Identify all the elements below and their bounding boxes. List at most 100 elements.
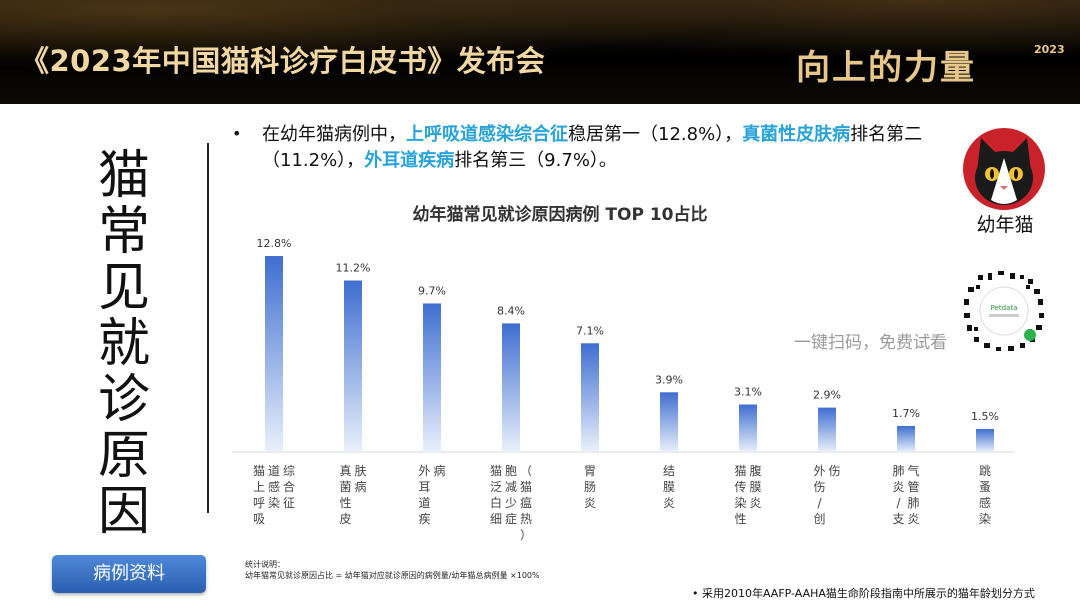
- category-label-8-char: /: [817, 496, 822, 510]
- category-label-4-char: 症: [505, 511, 517, 526]
- bar-6: [660, 392, 678, 452]
- category-label-4-char: 热: [520, 512, 532, 526]
- chart-title: 幼年猫常见就诊原因病例 TOP 10占比: [412, 204, 707, 225]
- brand-logo: 向上的力量: [796, 48, 976, 88]
- category-label-4-char: 减: [505, 480, 517, 494]
- bar-value-label-7: 3.1%: [734, 386, 762, 399]
- category-label-1-char: 吸: [253, 512, 265, 526]
- bar-value-label-3: 9.7%: [418, 284, 446, 297]
- bar-5: [581, 343, 599, 452]
- highlight-2: 真菌性皮肤病: [742, 124, 851, 145]
- category-label-5-char: 胃: [584, 464, 596, 478]
- category-label-4-char: 少: [505, 496, 517, 510]
- category-label-2-char: 病: [354, 479, 366, 494]
- category-label-9-char: 肺: [892, 464, 904, 478]
- category-label-7-char: 膜: [749, 480, 761, 494]
- category-label-4-char: （: [520, 464, 532, 478]
- bar-1: [265, 256, 283, 452]
- category-label-8-char: 外: [813, 464, 825, 478]
- bar-value-label-1: 12.8%: [257, 237, 292, 250]
- category-label-2-char: 真: [339, 464, 351, 478]
- category-label-2-char: 皮: [339, 512, 351, 526]
- category-label-9-char: /: [896, 496, 901, 510]
- highlight-3: 外耳道疾病: [364, 150, 455, 171]
- bar-3: [423, 303, 441, 452]
- category-label-1-char: 染: [268, 495, 280, 510]
- bar-7: [739, 404, 757, 452]
- category-label-10-char: 感: [979, 495, 991, 510]
- category-label-1-char: 呼: [253, 496, 265, 510]
- category-label-1-char: 综: [283, 464, 295, 478]
- highlight-1: 上呼吸道感染综合征: [406, 124, 568, 145]
- notes-title: 统计说明：: [245, 560, 285, 569]
- category-label-9-char: 气: [907, 463, 919, 478]
- category-label-8-char: 伤: [828, 464, 840, 478]
- category-label-5-char: 肠: [584, 480, 596, 494]
- category-label-10-char: 染: [979, 511, 991, 526]
- intro-part-2: 稳居第一（12.8%），: [568, 124, 743, 145]
- divider: [207, 143, 209, 513]
- category-label-5-char: 炎: [584, 496, 596, 510]
- category-label-4-char: 猫: [520, 480, 532, 494]
- bar-2: [344, 280, 362, 452]
- qr-caption: 一键扫码，免费试看: [794, 333, 947, 353]
- category-label-7-char: 传: [734, 479, 746, 494]
- category-label-1-char: 合: [283, 479, 295, 494]
- bullet: •: [232, 124, 242, 143]
- page-title: 《2023年中国猫科诊疗白皮书》发布会: [20, 44, 546, 78]
- category-label-4-char: 猫: [490, 464, 502, 478]
- category-label-8-char: 伤: [813, 480, 825, 494]
- category-label-4-char: 泛: [490, 480, 502, 494]
- category-label-9-char: 支: [892, 512, 904, 526]
- category-label-3-char: 疾: [418, 511, 430, 526]
- category-label-4-char: ）: [520, 528, 532, 542]
- category-label-7-char: 炎: [749, 496, 761, 510]
- bar-10: [976, 429, 994, 452]
- avatar-label: 幼年猫: [976, 214, 1034, 236]
- bar-value-label-9: 1.7%: [892, 407, 920, 420]
- category-label-3-char: 病: [433, 463, 445, 478]
- category-label-4-char: 胞: [505, 464, 517, 478]
- case-data-button[interactable]: 病例资料: [52, 555, 206, 593]
- category-label-1-char: 征: [283, 496, 295, 510]
- brand-year: 2023: [1034, 44, 1065, 55]
- header-banner: 《2023年中国猫科诊疗白皮书》发布会 向上的力量 2023: [0, 0, 1080, 104]
- category-label-3-char: 耳: [418, 480, 430, 494]
- category-label-1-char: 上: [253, 480, 265, 494]
- bar-value-label-8: 2.9%: [813, 389, 841, 402]
- category-label-7-char: 染: [734, 495, 746, 510]
- category-label-7-char: 性: [734, 512, 746, 526]
- bar-9: [897, 425, 915, 452]
- statistics-notes: 统计说明： 幼年猫常见就诊原因占比 = 幼年猫对应就诊原因的病例量/幼年猫总病例…: [245, 559, 540, 581]
- bar-value-label-10: 1.5%: [971, 410, 999, 423]
- notes-text: 幼年猫常见就诊原因占比 = 幼年猫对应就诊原因的病例量/幼年猫总病例量 ×100…: [245, 571, 540, 580]
- qr-inner-text: Petdata: [991, 304, 1018, 312]
- category-label-9-char: 肺: [907, 496, 919, 510]
- category-label-2-char: 菌: [339, 480, 351, 494]
- bar-value-label-4: 8.4%: [497, 304, 525, 317]
- category-label-9-char: 炎: [907, 512, 919, 526]
- category-label-9-char: 管: [907, 479, 919, 494]
- category-label-10-char: 跳: [979, 464, 991, 478]
- category-label-6-char: 炎: [663, 496, 675, 510]
- category-label-7-char: 猫: [734, 464, 746, 478]
- category-label-1-char: 道: [268, 464, 280, 478]
- category-label-2-char: 肤: [354, 463, 366, 478]
- category-label-1-char: 感: [268, 479, 280, 494]
- qr-code-icon[interactable]: Petdata: [958, 265, 1050, 357]
- category-label-4-char: 白: [490, 495, 502, 510]
- intro-part-4: 排名第三（9.7%）。: [454, 150, 617, 171]
- category-label-8-char: 创: [813, 512, 825, 526]
- category-label-10-char: 蚤: [979, 480, 991, 494]
- footnote: • 采用2010年AAFP-AAHA猫生命阶段指南中所展示的猫年龄划分方式: [692, 587, 1035, 600]
- category-label-3-char: 外: [418, 464, 430, 478]
- category-label-1-char: 猫: [253, 464, 265, 478]
- intro-part-3: 排名第二（11.2%），: [262, 124, 923, 171]
- category-label-6-char: 结: [663, 464, 675, 478]
- bar-4: [502, 323, 520, 452]
- category-label-6-char: 膜: [663, 480, 675, 494]
- bar-value-label-2: 11.2%: [336, 262, 371, 275]
- category-label-2-char: 性: [339, 496, 351, 510]
- intro-part-1: 在幼年猫病例中，: [262, 124, 406, 145]
